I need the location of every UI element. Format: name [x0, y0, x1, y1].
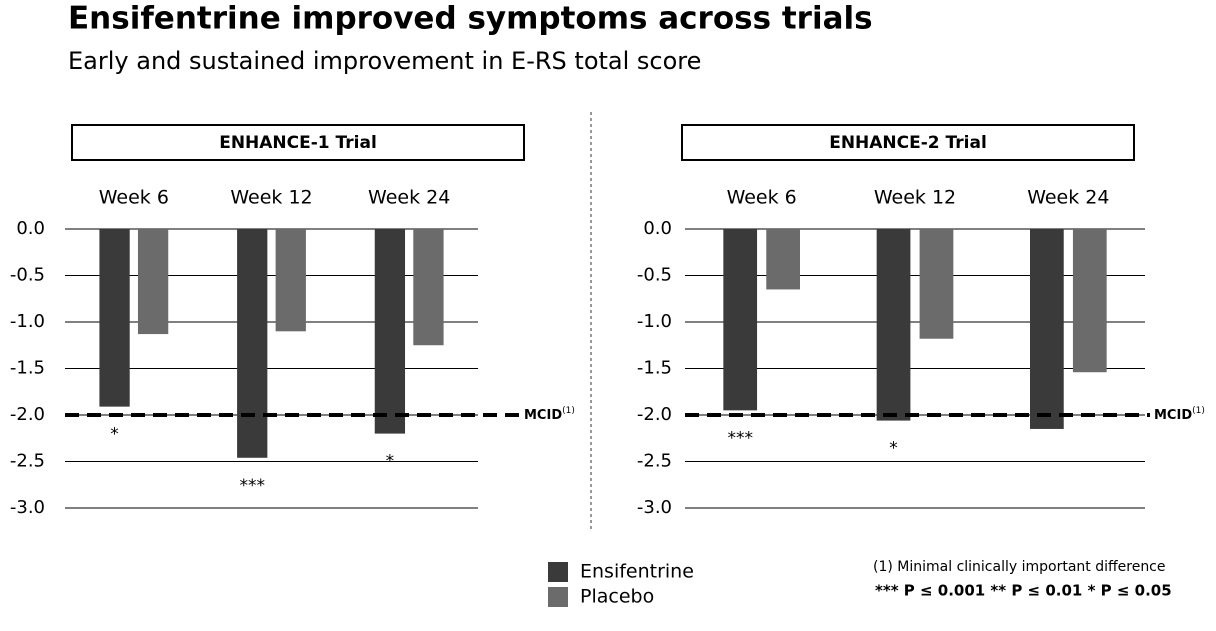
- legend-label: Ensifentrine: [580, 561, 694, 583]
- x-tick-label: Week 12: [230, 187, 312, 209]
- y-tick-label: 0.0: [16, 218, 45, 239]
- significance-label: ***: [727, 428, 753, 448]
- y-tick-label: -3.0: [10, 497, 45, 518]
- panel-title-box: [681, 124, 1135, 161]
- legend-swatch: [548, 562, 568, 582]
- y-tick-label: -2.5: [10, 451, 45, 472]
- bar: [237, 229, 268, 458]
- significance-label: *: [386, 452, 395, 472]
- x-tick-label: Week 6: [99, 187, 169, 209]
- bar: [1072, 229, 1107, 373]
- bar: [919, 229, 954, 339]
- significance-label: *: [889, 439, 898, 459]
- significance-label: ***: [239, 476, 265, 496]
- panel-title: ENHANCE-1 Trial: [219, 133, 377, 153]
- y-tick-label: -1.0: [637, 311, 672, 332]
- reference-label: MCID(1): [1154, 406, 1205, 423]
- x-tick-label: Week 24: [368, 187, 450, 209]
- x-tick-label: Week 6: [727, 187, 797, 209]
- legend-label: Placebo: [580, 586, 654, 608]
- reference-label-text: MCID: [1154, 408, 1192, 423]
- y-tick-label: -0.5: [10, 265, 45, 286]
- bar: [374, 229, 406, 434]
- reference-label-superscript: (1): [562, 406, 575, 416]
- bar: [1030, 229, 1064, 429]
- y-tick-label: -1.0: [10, 311, 45, 332]
- legend-swatch: [548, 587, 568, 607]
- chart-title: Ensifentrine improved symptoms across tr…: [68, 1, 873, 37]
- y-tick-label: -3.0: [637, 497, 672, 518]
- chart-subtitle: Early and sustained improvement in E-RS …: [68, 47, 701, 75]
- footnote: *** P ≤ 0.001 ** P ≤ 0.01 * P ≤ 0.05: [875, 582, 1172, 600]
- reference-label-superscript: (1): [1192, 406, 1205, 416]
- panel-title: ENHANCE-2 Trial: [829, 133, 987, 153]
- y-tick-label: -1.5: [637, 358, 672, 379]
- y-tick-label: -2.5: [637, 451, 672, 472]
- bar: [99, 229, 130, 407]
- bar: [723, 229, 758, 411]
- bar: [876, 229, 911, 421]
- y-tick-label: -2.0: [637, 404, 672, 425]
- bar: [766, 229, 800, 290]
- y-tick-label: 0.0: [643, 218, 672, 239]
- bar: [137, 229, 169, 335]
- reference-label: MCID(1): [524, 406, 575, 423]
- bar: [413, 229, 444, 346]
- y-tick-label: -1.5: [10, 358, 45, 379]
- footnote: (1) Minimal clinically important differe…: [873, 559, 1166, 575]
- y-tick-label: -0.5: [637, 265, 672, 286]
- significance-label: *: [110, 425, 119, 445]
- bar: [275, 229, 306, 332]
- x-tick-label: Week 12: [874, 187, 956, 209]
- reference-label-text: MCID: [524, 408, 562, 423]
- y-tick-label: -2.0: [10, 404, 45, 425]
- x-tick-label: Week 24: [1027, 187, 1109, 209]
- panel-title-box: [71, 124, 525, 161]
